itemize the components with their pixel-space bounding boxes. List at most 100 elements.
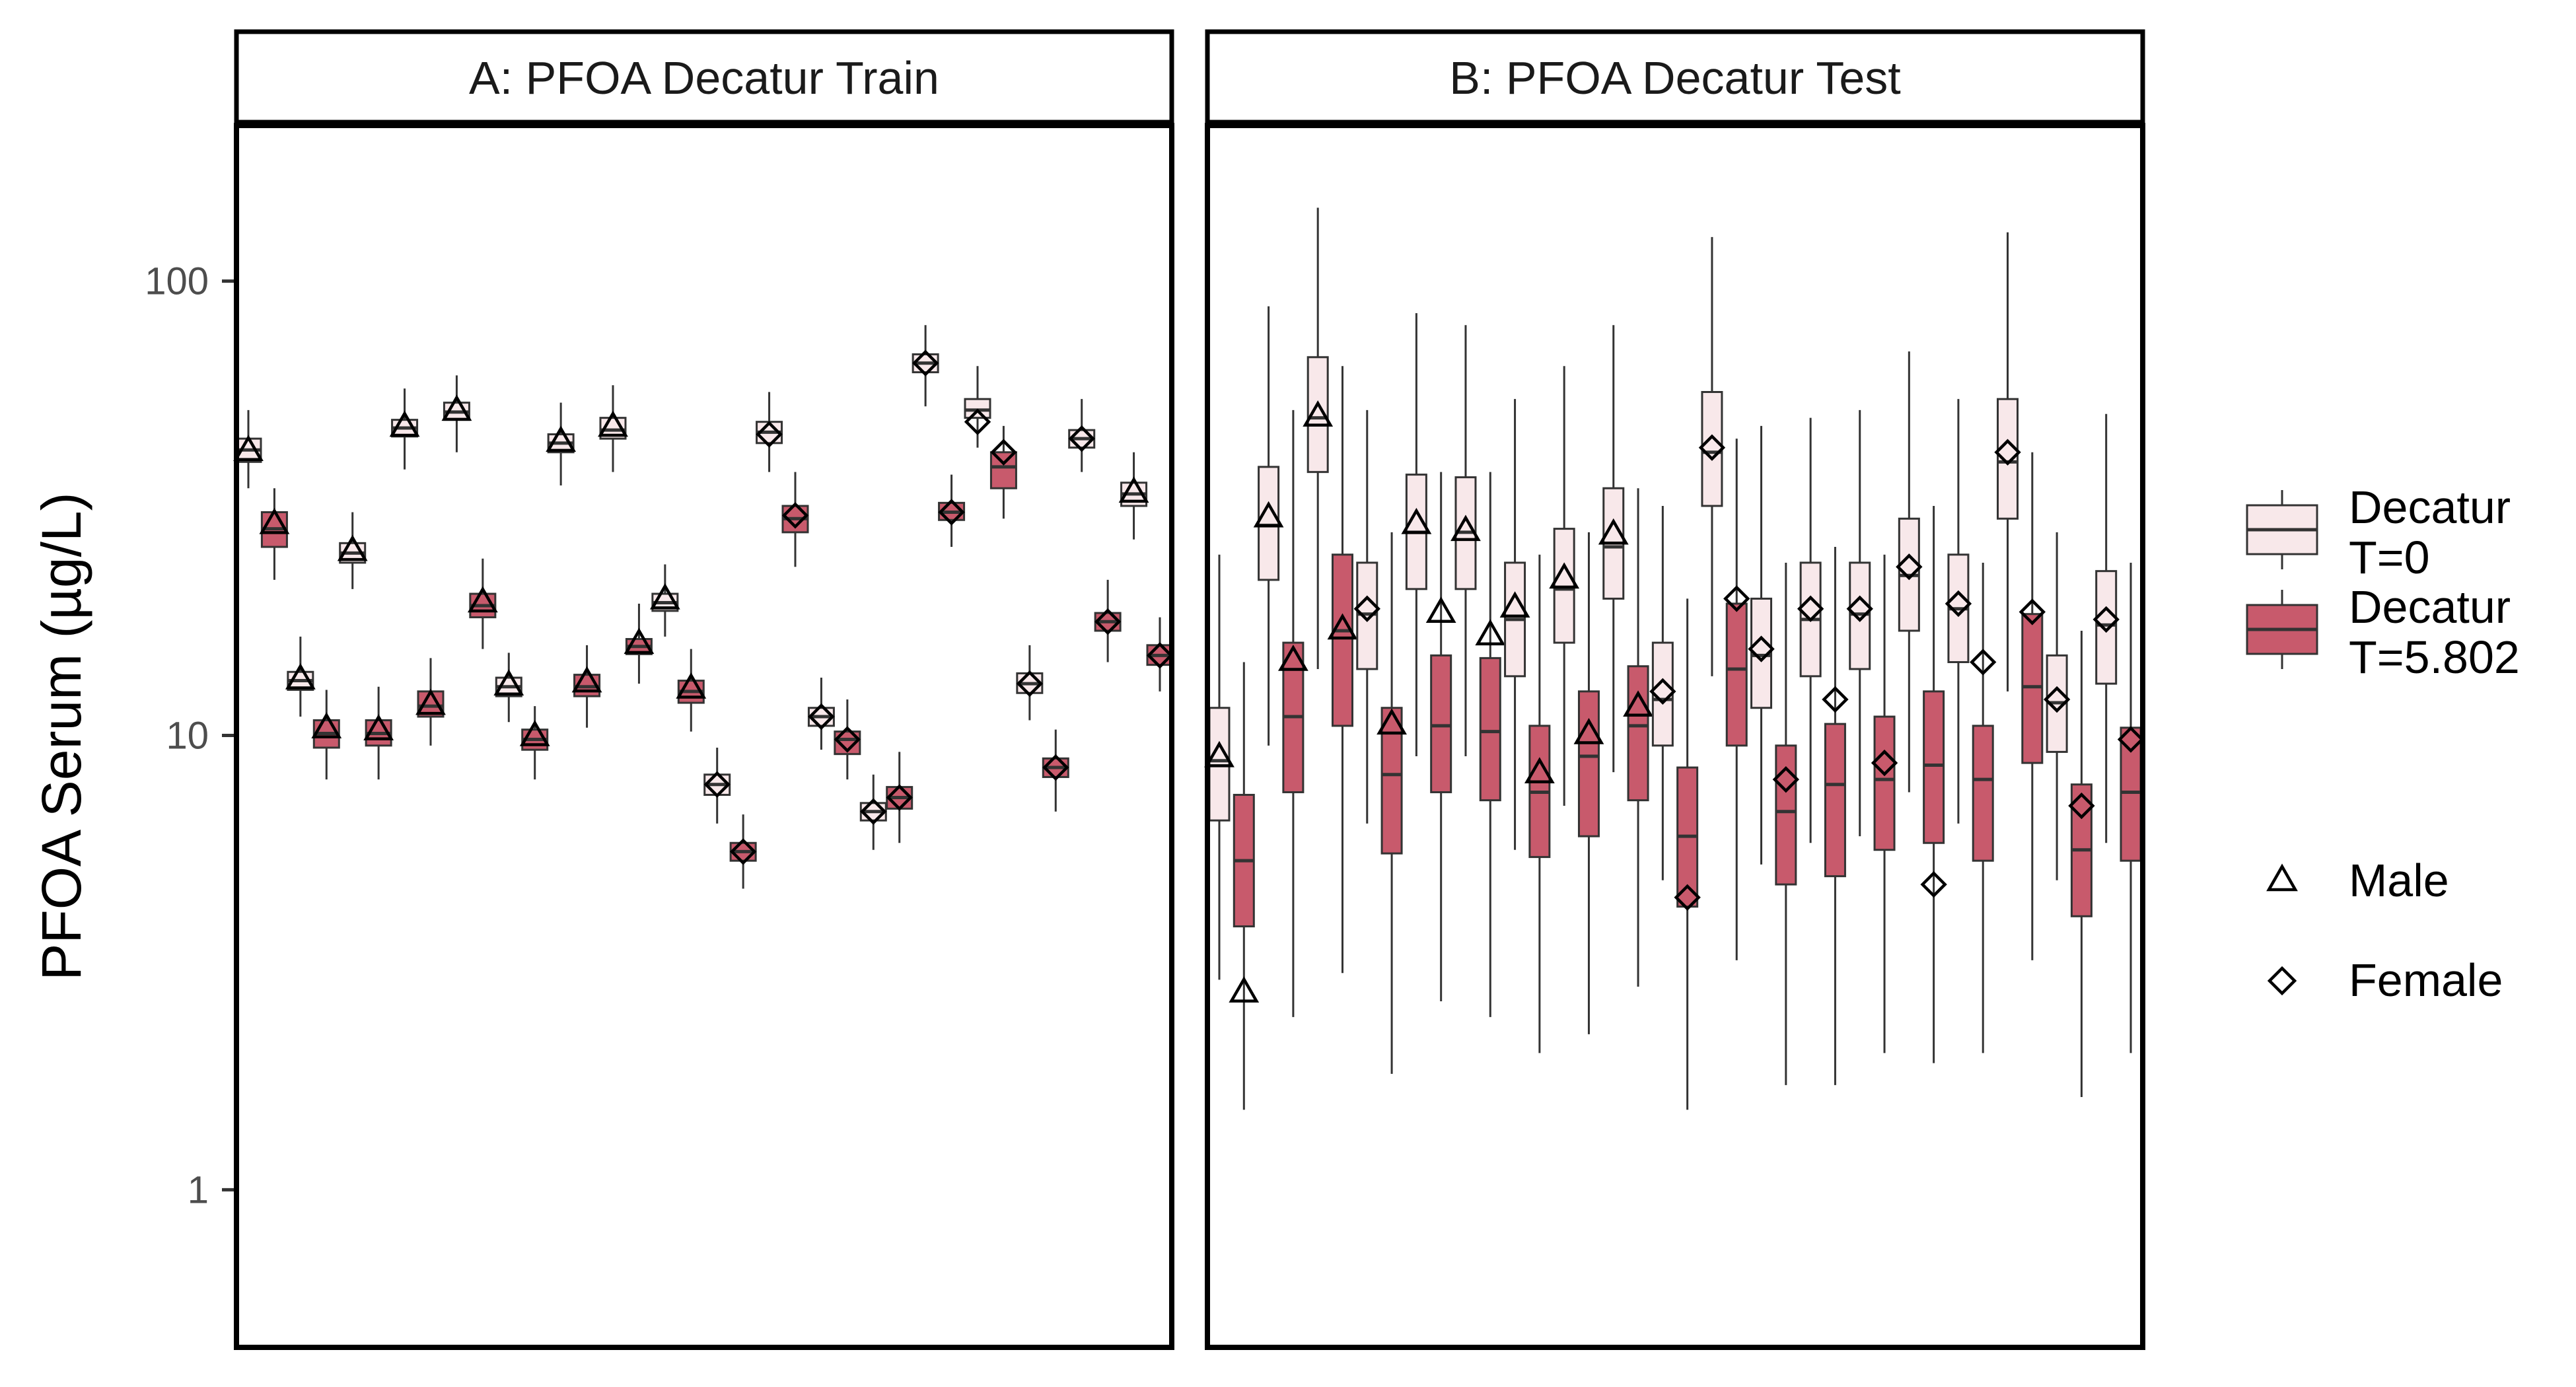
panel-a-box-15-obs-triangle (598, 410, 628, 437)
panel-b-box-31-obs-diamond (1945, 590, 1972, 618)
panel-b-box-18-iqr (1627, 665, 1649, 802)
panel-b-box-36-obs-diamond (2068, 792, 2095, 820)
panel-a-box-11-obs-triangle (493, 669, 524, 695)
panel-a-box-1-obs-triangle (233, 435, 264, 461)
panel-b-marks (1204, 207, 2145, 1110)
panel-b-box-12-obs-triangle (1475, 619, 1506, 646)
panel-a-strip (234, 29, 1174, 125)
panel-a-box-13-obs-triangle (546, 425, 577, 452)
panel-a-title: A: PFOA Decatur Train (469, 52, 939, 104)
panel-b-box-22-obs-diamond (1723, 585, 1750, 612)
panel-b-box-10-obs-triangle (1425, 596, 1456, 623)
panel-b-box-25-obs-diamond (1797, 595, 1824, 622)
panel-a-box-23-obs-diamond (808, 703, 835, 730)
panel-a-box-14-obs-triangle (571, 666, 602, 693)
panel-b-box-34-obs-diamond (2019, 598, 2046, 625)
legend-label-female: Female (2349, 954, 2503, 1006)
panel-b-box-3-iqr (1258, 466, 1280, 581)
panel-a-box-21-obs-diamond (756, 421, 783, 448)
panel-b-title: B: PFOA Decatur Test (1449, 52, 1900, 104)
panel-b-box-1-obs-triangle (1204, 740, 1234, 767)
panel-b-box-26-iqr (1824, 723, 1846, 878)
panel-a-box-17-obs-triangle (649, 583, 680, 610)
panel-a-marks (233, 325, 1174, 889)
panel-b-box-13-obs-triangle (1499, 591, 1530, 618)
panel-b-box-15-obs-triangle (1549, 562, 1580, 589)
panel-a-box-18-obs-triangle (676, 672, 707, 699)
legend-label-t5-line2: T=5.802 (2349, 631, 2520, 683)
panel-b-box-5-obs-triangle (1303, 400, 1334, 427)
panel-a-box-6-obs-triangle (363, 714, 394, 740)
panel-b-box-37-iqr (2095, 570, 2118, 685)
panel-b-box-2-obs-triangle (1229, 976, 1260, 1003)
panel-b-box-16-iqr (1577, 690, 1600, 837)
panel-b-box-6-obs-triangle (1327, 613, 1358, 640)
panel-a-box-24-obs-diamond (834, 726, 861, 753)
panel-b-box-30-obs-diamond (1920, 871, 1947, 898)
legend-label-t0-line1: Decatur (2349, 481, 2511, 533)
panel-a-box-34-obs-diamond (1094, 608, 1122, 635)
panel-b-box-28-iqr (1873, 715, 1896, 851)
panel-b-box-20-obs-diamond (1674, 884, 1701, 911)
panel-a-box-19-obs-diamond (703, 771, 731, 798)
panel-b-box-12-iqr (1479, 657, 1501, 802)
panel-b-box-17-obs-triangle (1598, 518, 1629, 545)
panel-b-box-8-obs-triangle (1377, 708, 1407, 735)
panel-a-frame (234, 123, 1174, 1350)
panel-b-box-7-obs-diamond (1353, 595, 1380, 622)
panel-a-box-31-obs-diamond (1016, 670, 1044, 697)
panel-b-box-7-iqr (1356, 561, 1378, 670)
panel-b-box-21-obs-diamond (1698, 434, 1726, 461)
y-tick-label-1: 1 (188, 1168, 209, 1211)
panel-b-box-22-iqr (1725, 602, 1748, 747)
panel-b-box-27-obs-diamond (1846, 595, 1873, 622)
panel-b-box-30-iqr (1923, 690, 1945, 844)
panel-b-box-18-obs-triangle (1623, 690, 1653, 717)
panel-b-box-19-obs-diamond (1649, 678, 1676, 705)
panel-b-box-26-obs-diamond (1822, 686, 1849, 713)
panel-a-box-35-obs-triangle (1118, 476, 1149, 503)
panel-b-box-27-iqr (1849, 561, 1871, 670)
panel-b-strip (1205, 29, 2145, 125)
panel-b-box-32-iqr (1972, 725, 1994, 862)
panel-a-box-29-obs-diamond (964, 408, 991, 435)
legend-label-t0-line2: T=0 (2349, 532, 2430, 583)
panel-b-frame (1205, 123, 2145, 1350)
legend-label-male: Male (2349, 855, 2449, 906)
panel-b-box-4-obs-triangle (1277, 644, 1308, 671)
panel-b-box-8-iqr (1380, 707, 1403, 855)
legend: Decatur T=0 Decatur T=5.802 Male Female (2246, 481, 2520, 1006)
panel-b-box-23-obs-diamond (1748, 635, 1775, 662)
panel-a-box-2-obs-triangle (259, 507, 290, 534)
panel-b-box-24-obs-diamond (1772, 765, 1800, 793)
legend-label-t5-line1: Decatur (2349, 581, 2511, 633)
y-axis-title: PFOA Serum (µg/L) (30, 492, 92, 980)
panel-b-box-6-iqr (1331, 553, 1353, 727)
panel-b-box-33-obs-diamond (1994, 439, 2021, 466)
panel-b-box-24-iqr (1775, 744, 1797, 886)
panel-a-box-30-obs-diamond (990, 439, 1017, 466)
panel-a-box-27-obs-diamond (912, 349, 939, 376)
panel-b-box-28-obs-diamond (1871, 749, 1898, 777)
panel-b-box-9-obs-triangle (1401, 507, 1432, 534)
panel-b-box-33-iqr (1997, 398, 2019, 520)
panel-b-box-34-iqr (2021, 613, 2044, 764)
panel-a-box-5-obs-triangle (337, 534, 368, 561)
panel-b-box-38-iqr (2120, 727, 2142, 862)
panel-a-box-12-obs-triangle (519, 719, 550, 746)
panel-a-box-30-iqr (989, 451, 1017, 489)
panel-b-box-3-obs-triangle (1253, 501, 1284, 528)
panel-b-box-1-iqr (1208, 707, 1231, 822)
panel-b-box-21-iqr (1701, 391, 1723, 507)
y-axis: 1 10 100 (145, 260, 234, 1211)
panel-b-box-38-obs-diamond (2117, 726, 2145, 753)
y-tick-label-10: 10 (166, 714, 209, 757)
panel-b-box-35-obs-diamond (2043, 686, 2071, 713)
panel-a-box-28-obs-diamond (938, 499, 965, 526)
panel-a-box-9-obs-triangle (441, 394, 472, 421)
y-tick-label-100: 100 (145, 260, 209, 303)
panel-a-box-4-obs-triangle (311, 712, 342, 738)
legend-triangle-icon (2266, 863, 2298, 892)
panel-a-box-32-obs-diamond (1042, 754, 1069, 781)
